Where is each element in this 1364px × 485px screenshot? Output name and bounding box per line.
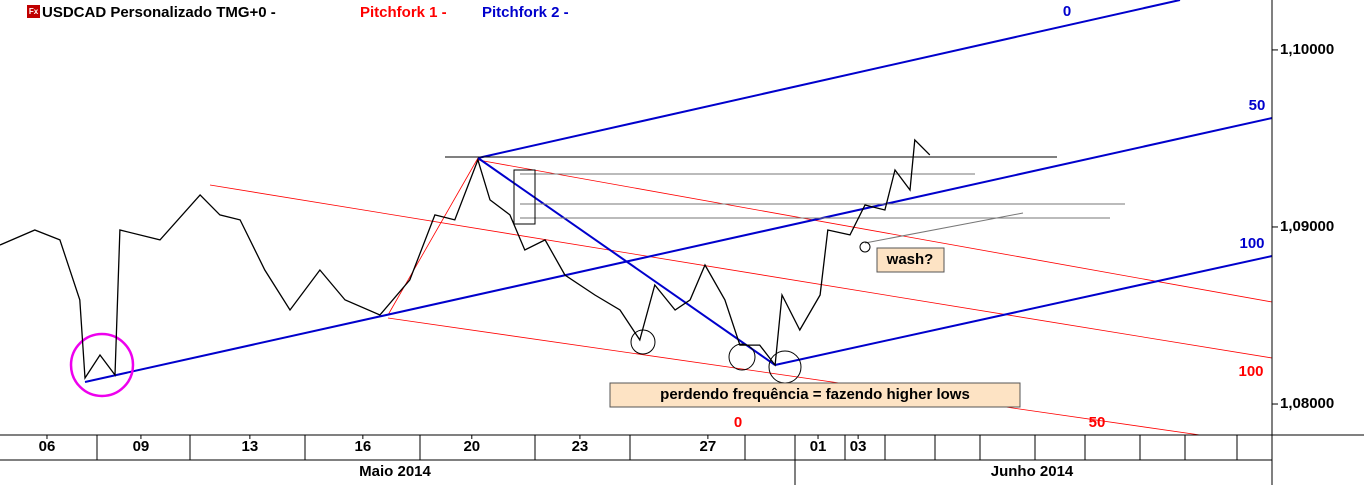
annotation: 100 (1238, 363, 1263, 380)
drawings (69, 0, 1273, 436)
highlight-circle (69, 332, 135, 398)
month-label: Maio 2014 (359, 463, 431, 480)
annotation: 0 (734, 414, 742, 431)
pitchfork-2-line (84, 117, 1273, 383)
annotation-box (609, 382, 1021, 408)
y-tick-label: 1,08000 (1280, 395, 1334, 412)
x-tick-label: 01 (810, 438, 827, 455)
pitchfork-1-line (477, 159, 1273, 303)
y-tick-label: 1,10000 (1280, 41, 1334, 58)
icon (27, 5, 40, 18)
annotation: 50 (1249, 97, 1266, 114)
header-item: USDCAD Personalizado TMG+0 - (42, 4, 276, 21)
month-label: Junho 2014 (991, 463, 1074, 480)
annotation: wash? (886, 251, 934, 268)
x-tick-label: 16 (355, 438, 372, 455)
trend-line (864, 212, 1024, 244)
annotation: 50 (1089, 414, 1106, 431)
x-tick-label: 27 (700, 438, 717, 455)
annotation: 100 (1239, 235, 1264, 252)
pitchfork-1-line (209, 184, 1273, 359)
header-item: Pitchfork 2 - (482, 4, 569, 21)
pitchfork-2-line (477, 0, 1181, 159)
box (513, 169, 536, 225)
annotation-box (876, 247, 945, 273)
y-tick-label: 1,09000 (1280, 218, 1334, 235)
annotation: 0 (1063, 3, 1071, 20)
circle (728, 343, 756, 371)
x-tick-label: 13 (242, 438, 259, 455)
pitchfork-1-line (387, 317, 1201, 436)
x-tick-label: 20 (463, 438, 480, 455)
price-line (0, 138, 931, 380)
x-tick-label: 03 (850, 438, 867, 455)
annotation: perdendo frequência = fazendo higher low… (660, 386, 970, 403)
x-tick-label: 06 (39, 438, 56, 455)
icon-label: Fx (29, 7, 39, 16)
pitchfork-2-handle (477, 157, 776, 366)
circle (859, 241, 871, 253)
x-tick-label: 23 (572, 438, 589, 455)
x-tick-label: 09 (133, 438, 150, 455)
header-item: Pitchfork 1 - (360, 4, 447, 21)
pitchfork-2-line (774, 255, 1273, 366)
